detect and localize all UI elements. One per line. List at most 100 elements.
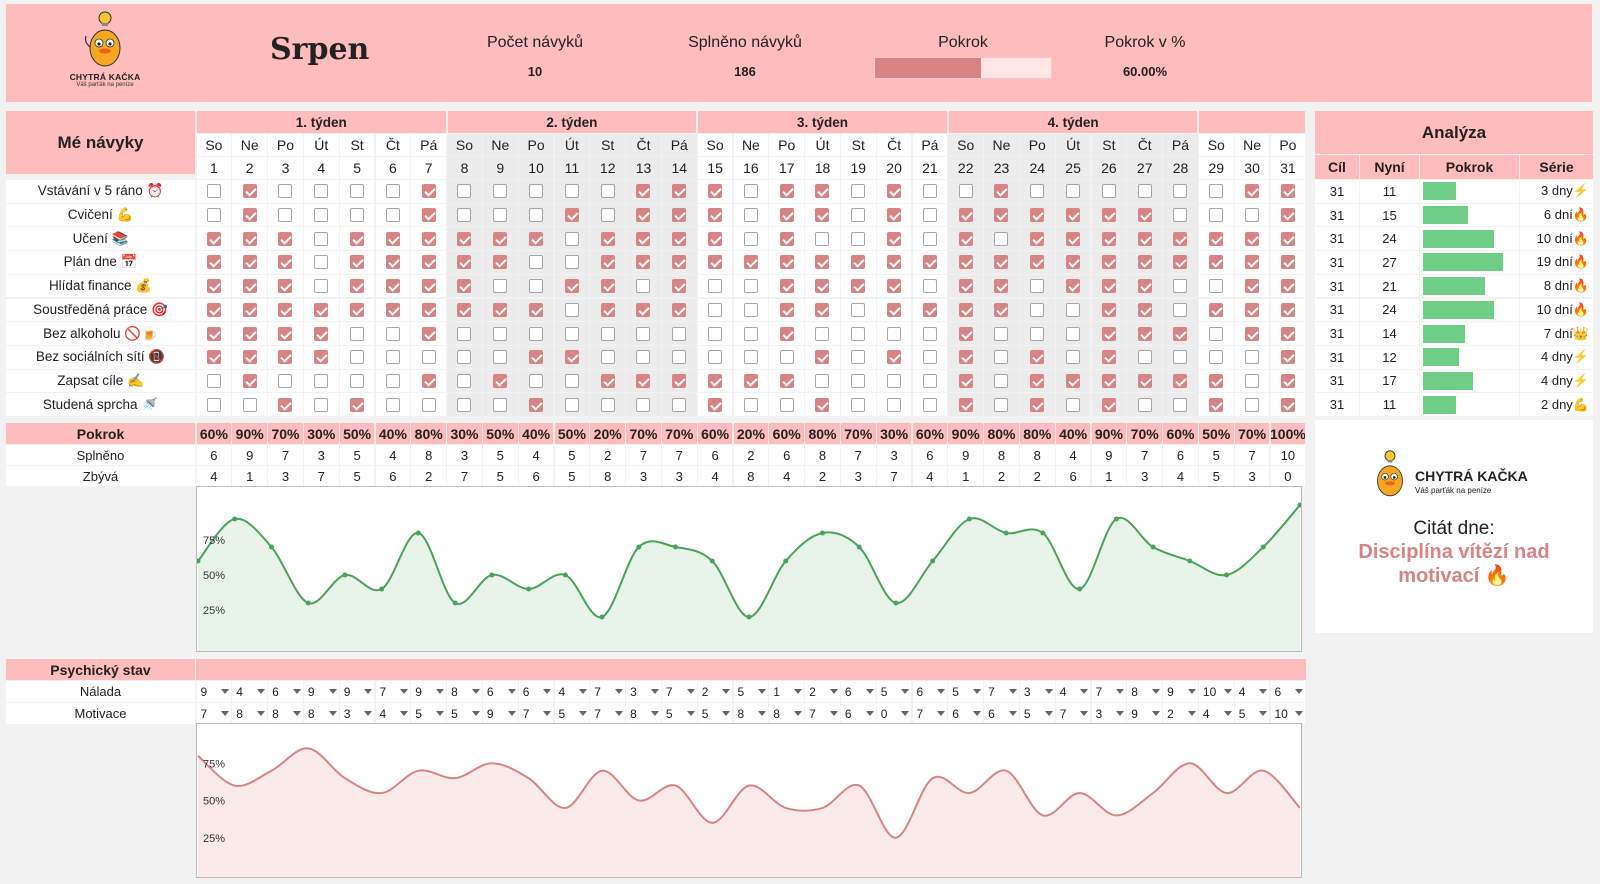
habit-checkbox[interactable] <box>421 373 436 388</box>
mood-select[interactable]: 9 <box>339 681 375 702</box>
habit-checkbox[interactable] <box>958 397 973 412</box>
motivation-select[interactable]: 5 <box>554 703 590 724</box>
habit-checkbox[interactable] <box>672 326 687 341</box>
habit-checkbox[interactable] <box>242 184 257 199</box>
habit-checkbox[interactable] <box>206 231 221 246</box>
habit-checkbox[interactable] <box>600 208 615 223</box>
habit-checkbox[interactable] <box>1173 208 1188 223</box>
habit-checkbox[interactable] <box>636 279 651 294</box>
habit-checkbox[interactable] <box>206 350 221 365</box>
mood-select[interactable]: 5 <box>733 681 769 702</box>
habit-checkbox[interactable] <box>779 373 794 388</box>
habit-checkbox[interactable] <box>1066 302 1081 317</box>
motivation-select[interactable]: 4 <box>375 703 411 724</box>
habit-checkbox[interactable] <box>1030 208 1045 223</box>
habit-checkbox[interactable] <box>1209 350 1224 365</box>
motivation-select[interactable]: 5 <box>447 703 482 724</box>
habit-checkbox[interactable] <box>278 208 293 223</box>
habit-checkbox[interactable] <box>708 326 723 341</box>
habit-checkbox[interactable] <box>1030 255 1045 270</box>
habit-checkbox[interactable] <box>206 208 221 223</box>
mood-select[interactable]: 9 <box>196 681 232 702</box>
habit-checkbox[interactable] <box>1101 184 1116 199</box>
mood-select[interactable]: 4 <box>1234 681 1270 702</box>
habit-checkbox[interactable] <box>529 255 544 270</box>
habit-checkbox[interactable] <box>314 231 329 246</box>
habit-checkbox[interactable] <box>994 255 1009 270</box>
motivation-select[interactable]: 9 <box>1127 703 1163 724</box>
mood-select[interactable]: 2 <box>805 681 840 702</box>
habit-checkbox[interactable] <box>887 279 902 294</box>
habit-checkbox[interactable] <box>350 397 365 412</box>
habit-checkbox[interactable] <box>1030 350 1045 365</box>
habit-checkbox[interactable] <box>242 373 257 388</box>
habit-checkbox[interactable] <box>529 302 544 317</box>
habit-checkbox[interactable] <box>1209 184 1224 199</box>
habit-checkbox[interactable] <box>1245 373 1260 388</box>
habit-checkbox[interactable] <box>1066 184 1081 199</box>
habit-checkbox[interactable] <box>1137 350 1152 365</box>
habit-checkbox[interactable] <box>350 373 365 388</box>
habit-checkbox[interactable] <box>1137 397 1152 412</box>
mood-select[interactable]: 7 <box>375 681 411 702</box>
habit-checkbox[interactable] <box>1066 326 1081 341</box>
habit-checkbox[interactable] <box>1173 279 1188 294</box>
habit-checkbox[interactable] <box>564 302 579 317</box>
habit-checkbox[interactable] <box>815 397 830 412</box>
habit-checkbox[interactable] <box>994 231 1009 246</box>
habit-checkbox[interactable] <box>1173 326 1188 341</box>
habit-checkbox[interactable] <box>672 397 687 412</box>
habit-checkbox[interactable] <box>421 326 436 341</box>
habit-checkbox[interactable] <box>851 231 866 246</box>
habit-checkbox[interactable] <box>1101 326 1116 341</box>
motivation-select[interactable]: 3 <box>339 703 375 724</box>
habit-checkbox[interactable] <box>564 350 579 365</box>
habit-checkbox[interactable] <box>206 184 221 199</box>
mood-select[interactable]: 7 <box>661 681 697 702</box>
mood-select[interactable]: 6 <box>482 681 518 702</box>
motivation-select[interactable]: 8 <box>232 703 268 724</box>
habit-checkbox[interactable] <box>708 397 723 412</box>
habit-checkbox[interactable] <box>350 302 365 317</box>
motivation-select[interactable]: 8 <box>268 703 303 724</box>
habit-checkbox[interactable] <box>958 326 973 341</box>
habit-checkbox[interactable] <box>815 184 830 199</box>
habit-checkbox[interactable] <box>564 231 579 246</box>
mood-select[interactable]: 9 <box>411 681 447 702</box>
habit-checkbox[interactable] <box>564 184 579 199</box>
habit-checkbox[interactable] <box>922 255 937 270</box>
habit-checkbox[interactable] <box>1280 326 1295 341</box>
habit-checkbox[interactable] <box>242 302 257 317</box>
habit-checkbox[interactable] <box>743 184 758 199</box>
habit-checkbox[interactable] <box>887 208 902 223</box>
habit-checkbox[interactable] <box>1245 350 1260 365</box>
habit-checkbox[interactable] <box>493 350 508 365</box>
habit-checkbox[interactable] <box>851 397 866 412</box>
habit-checkbox[interactable] <box>600 184 615 199</box>
habit-checkbox[interactable] <box>1066 255 1081 270</box>
habit-checkbox[interactable] <box>457 231 472 246</box>
habit-checkbox[interactable] <box>529 208 544 223</box>
habit-checkbox[interactable] <box>708 184 723 199</box>
habit-checkbox[interactable] <box>1137 326 1152 341</box>
habit-checkbox[interactable] <box>278 302 293 317</box>
habit-checkbox[interactable] <box>636 373 651 388</box>
habit-checkbox[interactable] <box>1245 326 1260 341</box>
mood-select[interactable]: 2 <box>697 681 733 702</box>
habit-checkbox[interactable] <box>851 302 866 317</box>
habit-checkbox[interactable] <box>1101 373 1116 388</box>
habit-checkbox[interactable] <box>672 373 687 388</box>
habit-checkbox[interactable] <box>529 231 544 246</box>
habit-checkbox[interactable] <box>493 397 508 412</box>
habit-checkbox[interactable] <box>600 326 615 341</box>
habit-checkbox[interactable] <box>994 302 1009 317</box>
habit-checkbox[interactable] <box>278 373 293 388</box>
habit-checkbox[interactable] <box>1209 231 1224 246</box>
habit-checkbox[interactable] <box>1245 184 1260 199</box>
habit-checkbox[interactable] <box>672 184 687 199</box>
habit-checkbox[interactable] <box>1209 397 1224 412</box>
habit-checkbox[interactable] <box>1137 184 1152 199</box>
habit-checkbox[interactable] <box>385 326 400 341</box>
habit-checkbox[interactable] <box>636 397 651 412</box>
habit-checkbox[interactable] <box>385 231 400 246</box>
